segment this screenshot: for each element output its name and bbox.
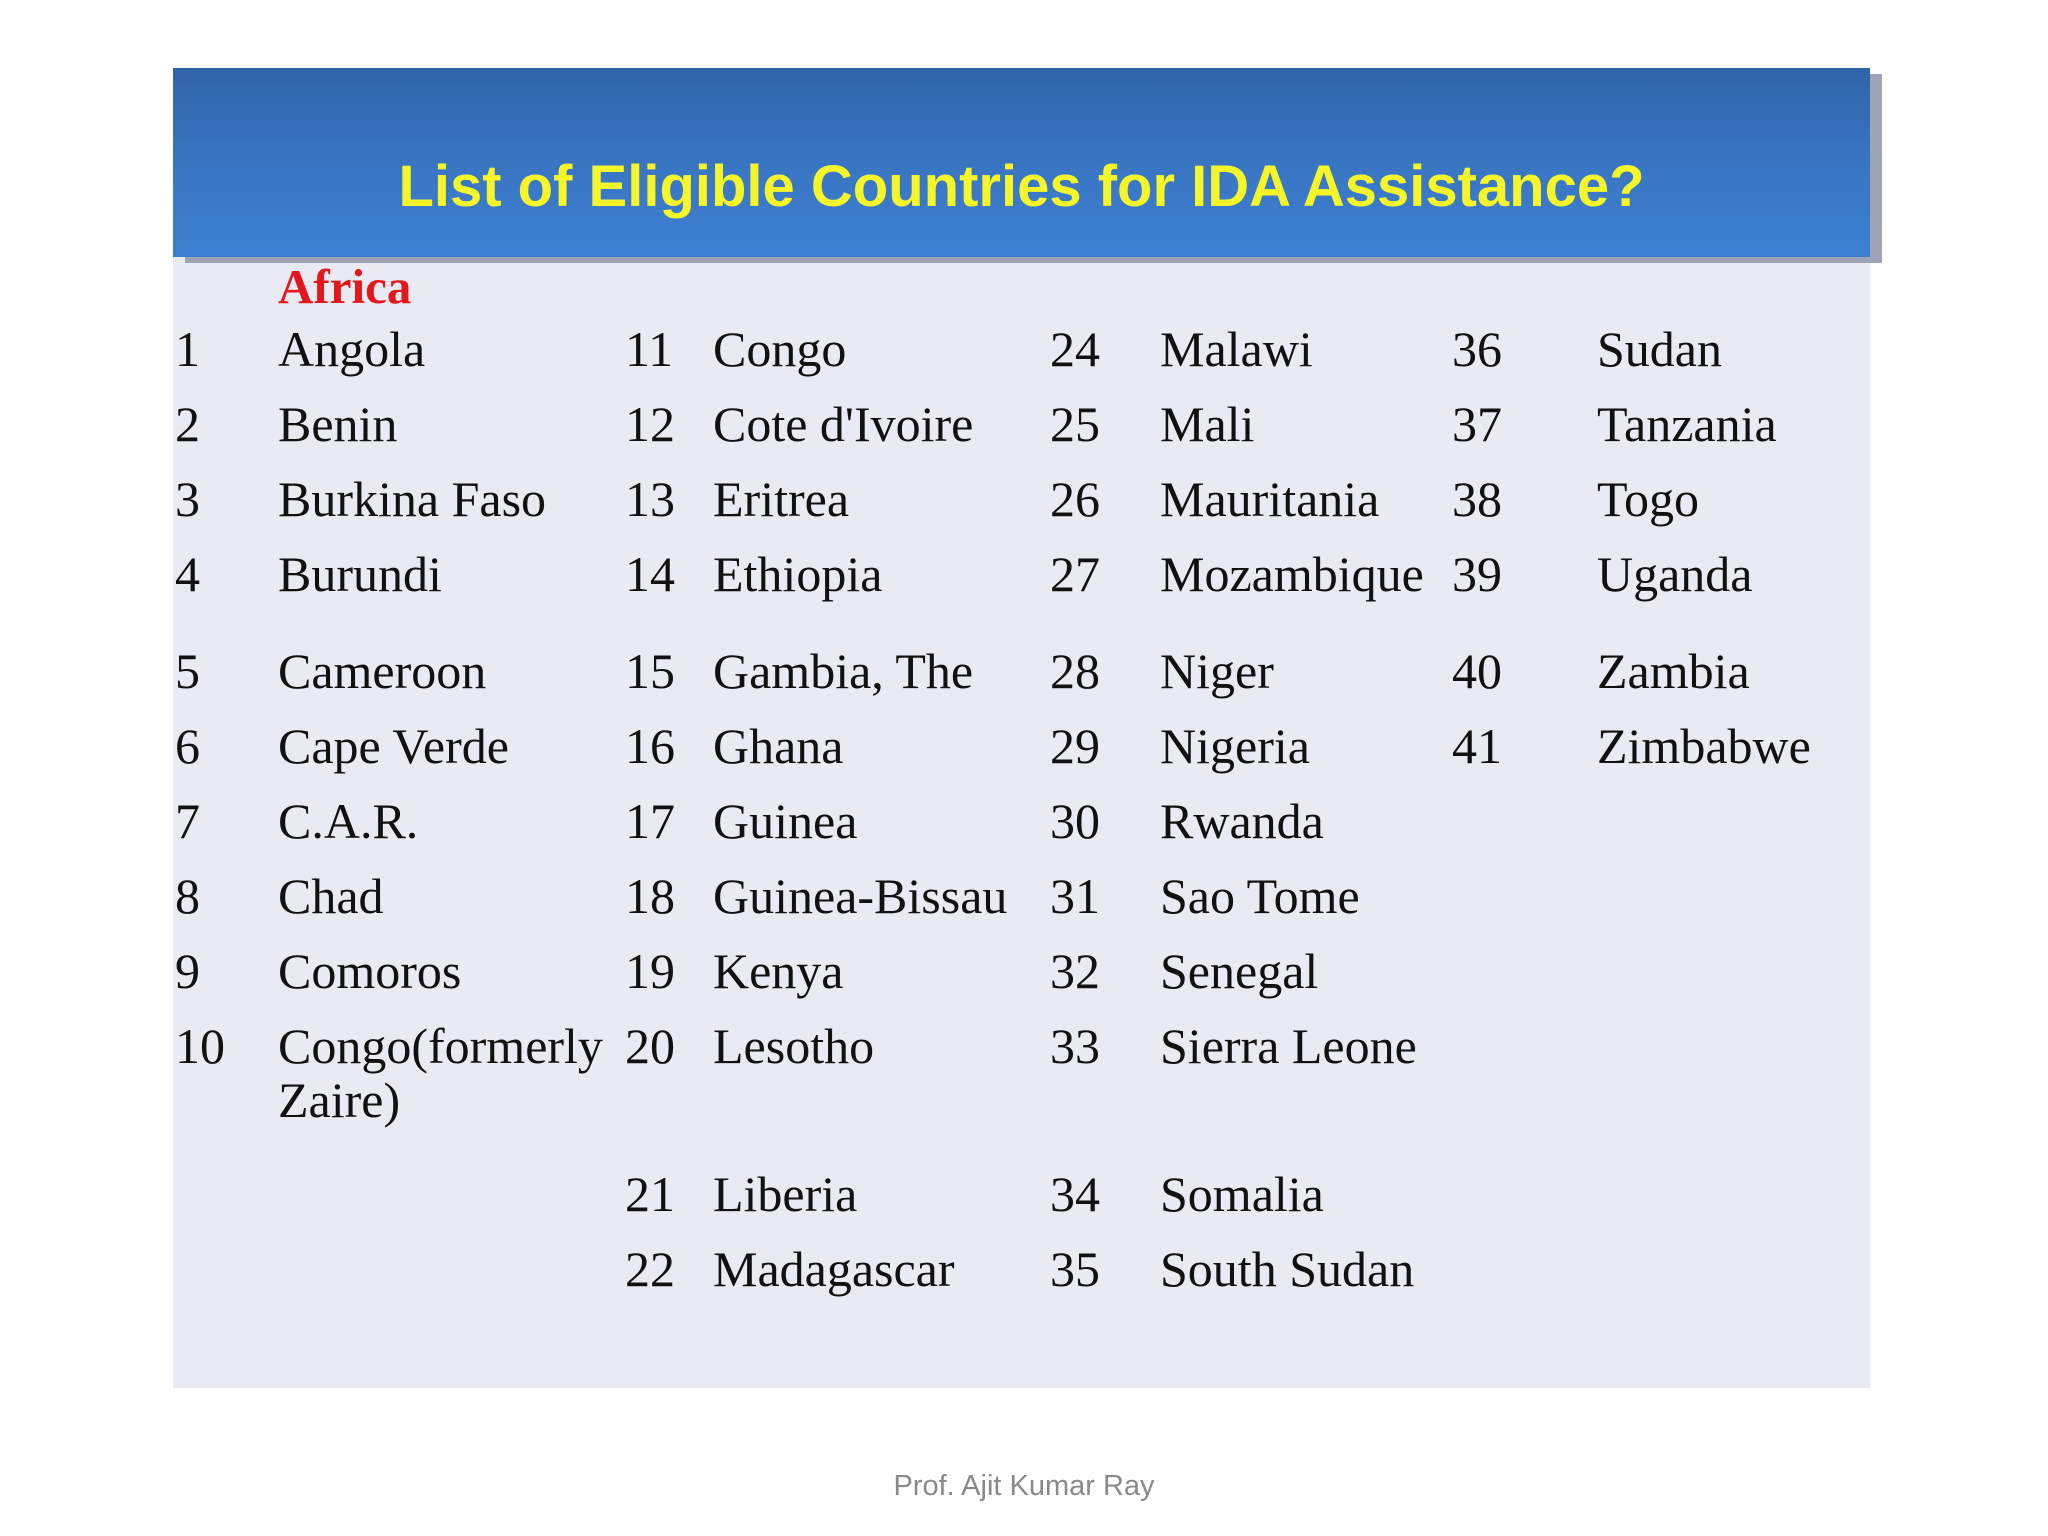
country-name: Ethiopia <box>713 546 883 602</box>
country-number: 10 <box>175 1018 225 1074</box>
country-number: 31 <box>1050 868 1100 924</box>
country-name: Malawi <box>1160 321 1313 377</box>
country-name: Rwanda <box>1160 793 1324 849</box>
country-name: Cameroon <box>278 643 487 699</box>
country-name: Benin <box>278 396 398 452</box>
country-number: 2 <box>175 396 200 452</box>
country-number: 6 <box>175 718 200 774</box>
country-number: 30 <box>1050 793 1100 849</box>
country-name: Burkina Faso <box>278 471 547 527</box>
country-name: Zimbabwe <box>1597 718 1811 774</box>
country-name: Uganda <box>1597 546 1753 602</box>
country-name: Angola <box>278 321 426 377</box>
country-number: 34 <box>1050 1166 1100 1222</box>
country-number: 7 <box>175 793 200 849</box>
country-number: 4 <box>175 546 200 602</box>
country-name: Guinea <box>713 793 858 849</box>
country-name: Cape Verde <box>278 718 509 774</box>
country-name: Guinea-Bissau <box>713 868 1008 924</box>
country-name: Sudan <box>1597 321 1722 377</box>
country-name: South Sudan <box>1160 1241 1415 1297</box>
country-number: 21 <box>625 1166 675 1222</box>
country-number: 33 <box>1050 1018 1100 1074</box>
country-name: Liberia <box>713 1166 858 1222</box>
country-name: Mauritania <box>1160 471 1380 527</box>
country-number: 22 <box>625 1241 675 1297</box>
country-name: Kenya <box>713 943 844 999</box>
country-number: 3 <box>175 471 200 527</box>
country-number: 16 <box>625 718 675 774</box>
country-name: Congo(formerly <box>278 1018 603 1074</box>
country-number: 20 <box>625 1018 675 1074</box>
country-number: 39 <box>1452 546 1502 602</box>
slide-title: List of Eligible Countries for IDA Assis… <box>398 154 1645 219</box>
country-name: Ghana <box>713 718 844 774</box>
country-name: Zambia <box>1597 643 1750 699</box>
country-number: 14 <box>625 546 675 602</box>
country-number: 19 <box>625 943 675 999</box>
country-number: 37 <box>1452 396 1502 452</box>
country-number: 8 <box>175 868 200 924</box>
country-number: 41 <box>1452 718 1502 774</box>
country-name: C.A.R. <box>278 793 419 849</box>
country-number: 12 <box>625 396 675 452</box>
country-name: Senegal <box>1160 943 1319 999</box>
country-number: 17 <box>625 793 675 849</box>
country-number: 5 <box>175 643 200 699</box>
country-name: Congo <box>713 321 847 377</box>
country-name: Mali <box>1160 396 1255 452</box>
country-name: Burundi <box>278 546 442 602</box>
country-name: Togo <box>1597 471 1700 527</box>
country-name: Zaire) <box>278 1072 401 1128</box>
country-number: 13 <box>625 471 675 527</box>
country-name: Gambia, The <box>713 643 974 699</box>
country-name: Nigeria <box>1160 718 1310 774</box>
country-number: 27 <box>1050 546 1100 602</box>
country-name: Comoros <box>278 943 462 999</box>
country-number: 32 <box>1050 943 1100 999</box>
country-number: 11 <box>625 321 674 377</box>
country-number: 38 <box>1452 471 1502 527</box>
country-name: Sierra Leone <box>1160 1018 1417 1074</box>
region-heading: Africa <box>278 259 412 314</box>
country-number: 26 <box>1050 471 1100 527</box>
footer-credit: Prof. Ajit Kumar Ray <box>893 1470 1155 1502</box>
country-name: Lesotho <box>713 1018 875 1074</box>
country-number: 24 <box>1050 321 1100 377</box>
country-number: 40 <box>1452 643 1502 699</box>
country-number: 9 <box>175 943 200 999</box>
country-number: 18 <box>625 868 675 924</box>
country-number: 35 <box>1050 1241 1100 1297</box>
country-number: 29 <box>1050 718 1100 774</box>
country-name: Chad <box>278 868 384 924</box>
country-name: Tanzania <box>1597 396 1777 452</box>
country-number: 36 <box>1452 321 1502 377</box>
country-name: Somalia <box>1160 1166 1324 1222</box>
country-name: Sao Tome <box>1160 868 1360 924</box>
country-number: 28 <box>1050 643 1100 699</box>
country-number: 1 <box>175 321 200 377</box>
country-number: 25 <box>1050 396 1100 452</box>
country-name: Mozambique <box>1160 546 1424 602</box>
title-bar: List of Eligible Countries for IDA Assis… <box>173 68 1870 257</box>
country-name: Madagascar <box>713 1241 955 1297</box>
country-name: Niger <box>1160 643 1274 699</box>
country-name: Eritrea <box>713 471 850 527</box>
slide-panel <box>173 68 1870 1388</box>
country-name: Cote d'Ivoire <box>713 396 974 452</box>
country-number: 15 <box>625 643 675 699</box>
